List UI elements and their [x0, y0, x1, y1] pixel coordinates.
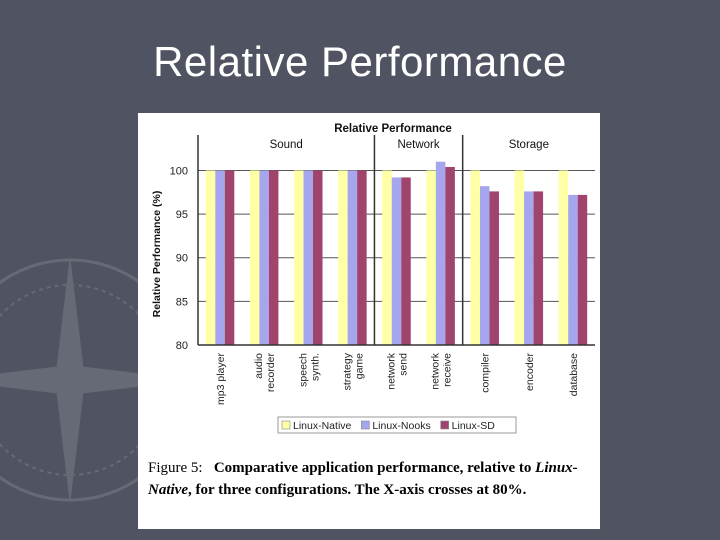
bar-linux-native-5	[426, 170, 436, 345]
bar-linux-sd-6	[489, 191, 499, 345]
legend-swatch-linux-native	[281, 420, 291, 430]
bar-linux-native-3	[338, 170, 348, 345]
x-tick-label-6-0: compiler	[480, 353, 492, 393]
x-tick-label-3-0: strategy	[341, 352, 353, 390]
bar-linux-sd-2	[313, 170, 323, 345]
x-tick-label-2-0: speech	[297, 353, 309, 387]
bar-linux-nooks-0	[215, 170, 225, 345]
relative-performance-chart: Relative Performance 80 85 90 95 100 Relative …	[151, 123, 595, 434]
x-tick-label-4-0: network	[386, 352, 398, 390]
bar-linux-sd-5	[445, 166, 455, 345]
y-tick-label: 95	[176, 209, 188, 221]
bar-linux-native-0	[205, 170, 216, 345]
legend-label-linux-nooks: Linux-Nooks	[372, 420, 430, 432]
y-axis-label: Relative Performance (%)	[151, 191, 163, 318]
x-tick-label-2-1: synth.	[309, 353, 321, 381]
x-tick-label-1-1: recorder	[265, 353, 277, 393]
x-tick-label-1-0: audio	[253, 353, 265, 379]
bar-linux-sd-3	[357, 170, 367, 345]
bar-linux-native-1	[249, 170, 260, 345]
legend-box	[277, 416, 517, 434]
x-tick-label-5-0: network	[430, 352, 442, 390]
x-tick-label-8-0: database	[568, 353, 580, 396]
bar-linux-nooks-2	[303, 170, 314, 345]
slide-title: Relative Performance	[153, 38, 567, 85]
y-tick-label: 90	[176, 253, 188, 265]
bar-linux-sd-8	[577, 194, 588, 345]
chart-title: Relative Performance	[334, 123, 452, 135]
y-tick-label: 100	[170, 165, 188, 177]
bar-linux-nooks-8	[568, 194, 578, 345]
bar-linux-nooks-3	[347, 170, 358, 345]
bar-linux-nooks-5	[435, 161, 446, 345]
caption-text-1: Comparative application performance, rel…	[213, 460, 532, 476]
bar-linux-native-6	[470, 170, 480, 345]
bar-linux-nooks-4	[391, 177, 402, 345]
caption-label: Figure 5:	[148, 460, 203, 476]
y-tick-label: 80	[176, 340, 188, 352]
x-tick-label-0-0: mp3 player	[215, 353, 227, 405]
x-tick-label-3-1: game	[353, 353, 365, 379]
y-tick-label: 85	[176, 296, 188, 308]
bar-linux-native-4	[382, 170, 392, 345]
bar-linux-sd-4	[401, 177, 411, 345]
bar-linux-nooks-6	[479, 186, 490, 345]
bar-linux-sd-1	[268, 170, 279, 345]
caption-text-2: , for three configurations. The X-axis c…	[187, 482, 527, 498]
legend-swatch-linux-nooks	[361, 420, 370, 430]
figure-caption: Figure 5: Comparative application perfor…	[148, 457, 593, 501]
bar-linux-sd-0	[224, 170, 235, 345]
bar-linux-native-2	[294, 170, 304, 345]
bar-linux-sd-7	[533, 191, 544, 345]
x-tick-label-4-1: send	[398, 353, 410, 376]
legend-label-linux-sd: Linux-SD	[452, 420, 496, 432]
bar-linux-native-7	[514, 170, 525, 345]
legend-swatch-linux-sd	[440, 420, 449, 430]
group-label: Storage	[509, 139, 549, 151]
group-label: Sound	[270, 139, 303, 151]
bar-linux-nooks-7	[524, 191, 534, 345]
group-label: Network	[397, 139, 439, 151]
x-tick-label-5-1: receive	[442, 353, 454, 387]
bar-linux-native-8	[558, 170, 569, 345]
legend-label-linux-native: Linux-Native	[293, 420, 352, 432]
bar-linux-nooks-1	[259, 170, 269, 345]
caption-emphasis: Linux-Native	[148, 460, 578, 498]
x-tick-label-7-0: encoder	[524, 353, 536, 391]
figure-panel: Relative Performance 80 85 90 95 100 Relative …	[138, 113, 600, 529]
